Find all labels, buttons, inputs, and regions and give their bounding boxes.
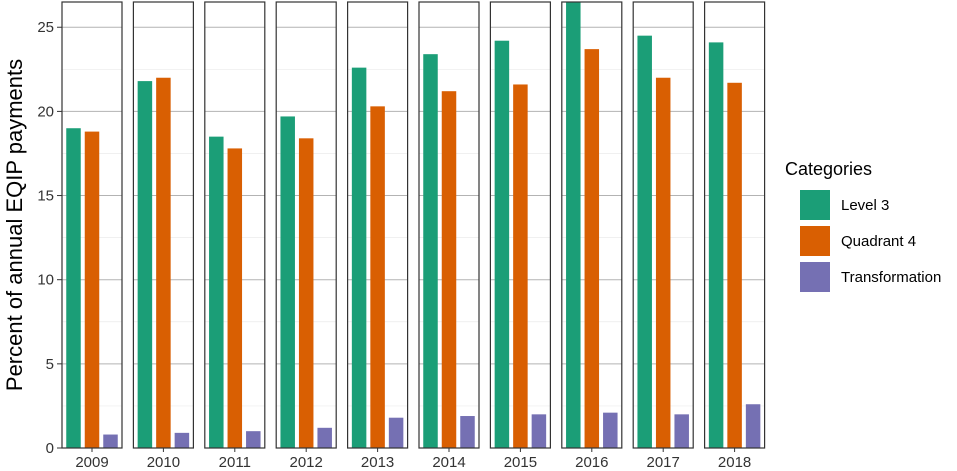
y-tick-label: 25 [37, 19, 54, 36]
legend-title: Categories [785, 159, 872, 179]
x-tick-label: 2015 [504, 454, 537, 471]
facet-panel-2011: 2011 [204, 1, 266, 471]
facet-panel-2018: 2018 [703, 1, 766, 471]
legend-label: Transformation [841, 269, 941, 286]
x-tick-label: 2012 [290, 454, 323, 471]
bar-quadrant-4-2018 [727, 82, 742, 448]
x-tick-label: 2014 [432, 454, 465, 471]
x-tick-label: 2011 [219, 454, 251, 471]
bar-quadrant-4-2013 [370, 106, 385, 448]
facet-panel-2016: 2016 [561, 1, 623, 471]
y-tick-label: 20 [37, 103, 54, 120]
bar-transformation-2014 [460, 416, 475, 448]
bar-level-3-2014 [423, 54, 438, 448]
y-tick-label: 10 [37, 272, 54, 289]
legend-label: Level 3 [841, 197, 889, 214]
legend: Categories Level 3 Quadrant 4 Transformati… [785, 159, 941, 292]
facet-panel-2010: 2010 [132, 1, 194, 471]
x-tick-label: 2017 [647, 454, 680, 471]
x-tick-label: 2016 [575, 454, 608, 471]
y-tick-label: 0 [46, 440, 54, 457]
facet-panel-2013: 2013 [347, 1, 409, 471]
facet-panel-2014: 2014 [418, 1, 480, 471]
bar-level-3-2012 [280, 116, 295, 448]
legend-swatch [800, 226, 830, 256]
bar-quadrant-4-2014 [441, 91, 457, 448]
bar-level-3-2009 [66, 128, 81, 448]
y-axis: 0 5 10 15 20 25 [37, 19, 62, 457]
bar-transformation-2017 [674, 414, 689, 448]
bar-level-3-2017 [637, 35, 652, 449]
bar-level-3-2018 [708, 42, 724, 448]
bar-transformation-2009 [103, 434, 118, 448]
facet-panel-2012: 2012 [275, 1, 337, 471]
legend-swatch [800, 262, 830, 292]
x-tick-label: 2013 [361, 454, 394, 471]
bar-transformation-2011 [246, 431, 261, 448]
bar-quadrant-4-2009 [84, 131, 100, 448]
legend-item: Quadrant 4 [800, 226, 916, 256]
facet-panel-2015: 2015 [489, 1, 551, 471]
legend-label: Quadrant 4 [841, 233, 916, 250]
bar-quadrant-4-2011 [227, 148, 243, 448]
bar-level-3-2011 [209, 136, 224, 448]
bar-transformation-2016 [603, 412, 618, 448]
bar-level-3-2013 [351, 67, 367, 449]
facet-panel-2017: 2017 [632, 1, 694, 471]
facet-panels: 2009 2010 2011 2012 2013 2014 2015 2016 2017 2018 [61, 1, 766, 471]
legend-item: Transformation [800, 262, 941, 292]
bar-level-3-2015 [494, 40, 510, 448]
y-tick-label: 5 [46, 356, 54, 373]
bar-transformation-2010 [174, 432, 190, 448]
facet-panel-2009: 2009 [61, 1, 123, 471]
bar-level-3-2016 [566, 2, 581, 448]
bar-quadrant-4-2010 [156, 77, 171, 449]
legend-swatch [800, 190, 830, 220]
x-tick-label: 2018 [718, 454, 751, 471]
legend-item: Level 3 [800, 190, 889, 220]
y-tick-label: 15 [37, 188, 54, 205]
bar-quadrant-4-2016 [584, 49, 600, 449]
x-tick-label: 2009 [75, 454, 108, 471]
bar-transformation-2015 [531, 414, 547, 448]
bar-level-3-2010 [137, 81, 153, 449]
bar-quadrant-4-2017 [655, 77, 671, 449]
x-tick-label: 2010 [147, 454, 180, 471]
bar-transformation-2013 [388, 417, 404, 448]
bar-transformation-2012 [317, 427, 332, 448]
bar-quadrant-4-2012 [298, 138, 314, 448]
bar-quadrant-4-2015 [513, 84, 528, 448]
bar-transformation-2018 [745, 404, 761, 448]
y-axis-label: Percent of annual EQIP payments [2, 59, 27, 391]
